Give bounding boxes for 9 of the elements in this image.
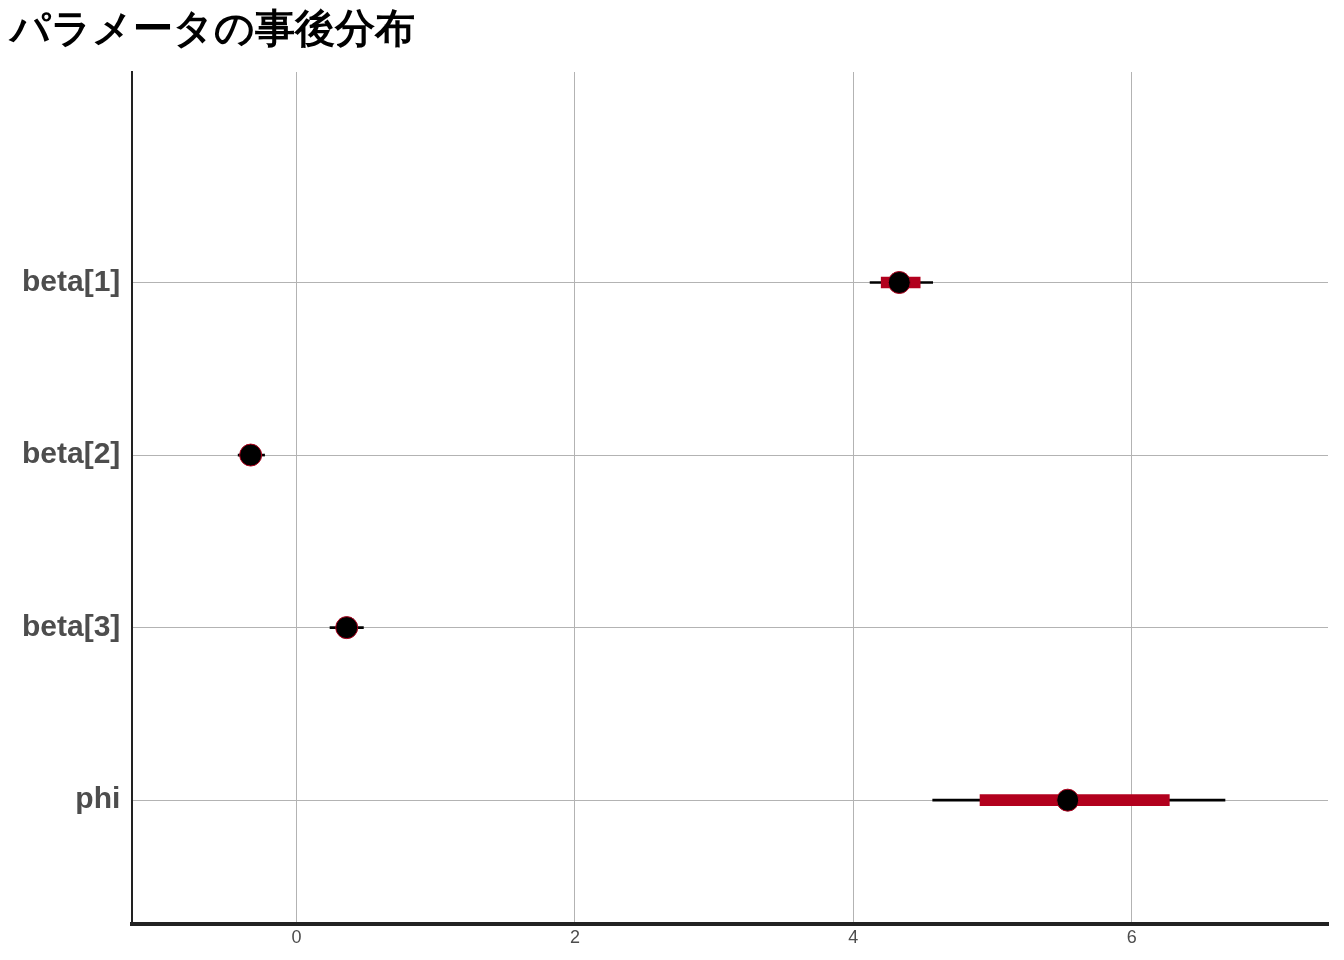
y-tick-label: beta[1] [21, 263, 121, 297]
x-tick-label: 0 [291, 927, 302, 948]
chart-title: パラメータの事後分布 [8, 5, 415, 52]
x-tick-label: 4 [848, 927, 859, 948]
x-tick-label: 2 [569, 927, 580, 948]
y-tick-label: phi [75, 781, 121, 815]
y-tick-label: beta[2] [21, 436, 121, 470]
x-tick-label: 6 [1126, 927, 1137, 948]
y-tick-label: beta[3] [21, 608, 121, 642]
